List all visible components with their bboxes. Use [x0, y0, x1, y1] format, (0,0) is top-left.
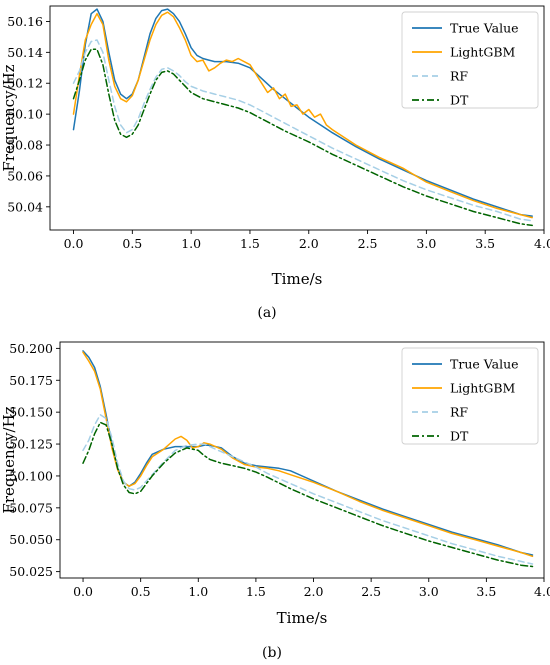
- x-tick-label: 0.0: [73, 584, 93, 599]
- series-line-dt: [82, 421, 534, 568]
- y-tick-label: 50.125: [9, 437, 53, 452]
- x-tick-label: 3.5: [475, 236, 495, 251]
- y-tick-label: 50.150: [9, 405, 53, 420]
- x-tick-label: 0.0: [64, 236, 84, 251]
- x-tick-label: 2.5: [361, 584, 381, 599]
- x-tick-label: 3.5: [476, 584, 496, 599]
- series-line-lightgbm: [72, 11, 533, 219]
- series-line-dt: [72, 48, 533, 227]
- legend-label: True Value: [450, 21, 519, 36]
- y-tick-label: 50.12: [7, 76, 43, 91]
- x-tick-label: 1.0: [188, 584, 208, 599]
- legend: True Value LightGBM RF DT: [401, 347, 539, 445]
- x-tick-label: 0.5: [131, 584, 151, 599]
- x-tick-label: 4.0: [534, 584, 550, 599]
- y-tick-label: 50.14: [7, 45, 43, 60]
- legend: True Value LightGBM RF DT: [401, 11, 539, 109]
- x-tick-label: 2.0: [299, 236, 319, 251]
- series-line-rf: [72, 39, 533, 222]
- y-tick-label: 50.16: [7, 14, 43, 29]
- x-tick-label: 1.5: [240, 236, 260, 251]
- legend-label: RF: [450, 69, 468, 84]
- panel-caption: (b): [262, 645, 282, 661]
- x-tick-label: 1.5: [246, 584, 266, 599]
- series-line-true-value: [72, 8, 533, 217]
- y-tick-label: 50.075: [9, 500, 53, 515]
- x-tick-label: 3.0: [419, 584, 439, 599]
- y-tick-label: 50.200: [9, 341, 53, 356]
- chart-panel-b: 0.0 0.5 1.0 1.5 2.0 2.5 3.0 3.5 4.0 50.025 50.050 5…: [0, 341, 550, 661]
- x-tick-label: 2.0: [304, 584, 324, 599]
- legend-label: DT: [450, 429, 469, 444]
- y-tick-label: 50.08: [7, 138, 43, 153]
- x-axis-label: Time/s: [272, 270, 323, 288]
- x-axis-label: Time/s: [277, 609, 328, 627]
- y-tick-label: 50.050: [9, 532, 53, 547]
- x-tick-label: 4.0: [534, 236, 550, 251]
- legend-label: DT: [450, 93, 469, 108]
- legend-box: [401, 347, 539, 445]
- y-axis-label: Frequency/Hz: [0, 64, 18, 171]
- x-tick-label: 3.0: [416, 236, 436, 251]
- y-tick-label: 50.025: [9, 564, 53, 579]
- y-tick-label: 50.10: [7, 107, 43, 122]
- y-axis-label: Frequency/Hz: [0, 406, 18, 513]
- y-tick-label: 50.04: [7, 199, 43, 214]
- panel-caption: (a): [257, 305, 276, 321]
- legend-label: RF: [450, 405, 468, 420]
- x-tick-label: 0.5: [122, 236, 142, 251]
- legend-box: [401, 11, 539, 109]
- plot-frame: [49, 5, 545, 231]
- y-tick-label: 50.100: [9, 468, 53, 483]
- plot-frame: [59, 341, 545, 579]
- y-tick-label: 50.175: [9, 373, 53, 388]
- legend-label: True Value: [450, 357, 519, 372]
- legend-label: LightGBM: [450, 381, 516, 396]
- y-tick-label: 50.06: [7, 168, 43, 183]
- x-tick-label: 2.5: [358, 236, 378, 251]
- legend-label: LightGBM: [450, 45, 516, 60]
- x-tick-label: 1.0: [181, 236, 201, 251]
- chart-panel-a: 0.0 0.5 1.0 1.5 2.0 2.5 3.0 3.5 4.0 50.04 50.06 50.…: [0, 5, 550, 321]
